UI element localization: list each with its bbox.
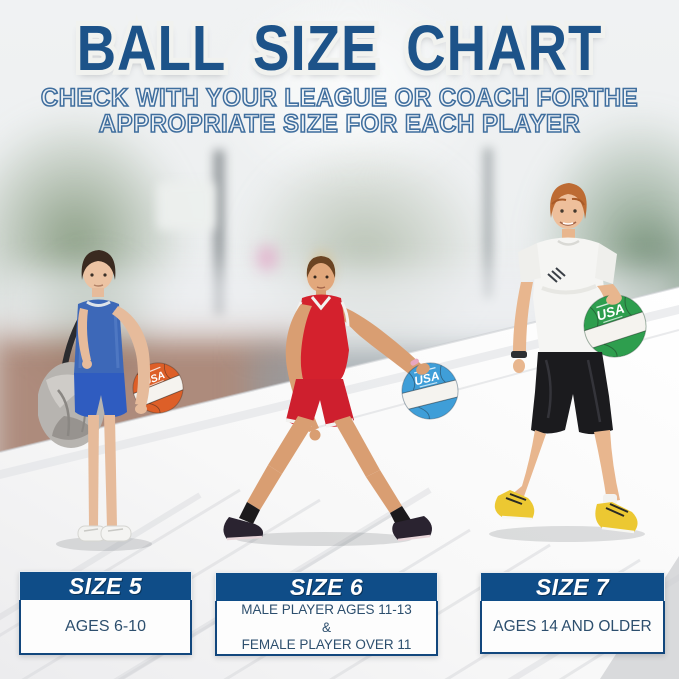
subtitle-line2: APPROPRIATE SIZE FOR EACH PLAYER [98,110,581,139]
size7-card-header: SIZE 7 [480,572,665,601]
player2-shadow [236,532,412,546]
player2-arm-extended [330,304,421,378]
player3-hair [550,183,587,219]
player2-shoe-left [223,517,264,539]
player3-shadow [489,526,645,542]
size7-description: AGES 14 AND OLDER [493,617,652,635]
size6-card: SIZE 6 MALE PLAYER AGES 11-13 & FEMALE P… [215,572,438,656]
player2-shoe-right [392,516,432,540]
player3-shoe-left [494,490,535,519]
player-figure-size5: USA [38,250,187,551]
player2-arm-down [285,304,319,432]
player3-shirt-logo [547,267,566,283]
player1-shadow [56,537,152,551]
player3-head [552,193,584,229]
player-figure-size6: USA [223,256,462,546]
size6-description-line3: FEMALE PLAYER OVER 11 [241,637,412,653]
basketball-size7: USA [582,294,650,359]
player3-arm-right [513,282,533,354]
player2-head [307,260,335,292]
player2-sock-left [239,502,260,524]
page-subtitle: CHECK WITH YOUR LEAGUE OR COACH FORTHE A… [0,83,679,139]
page-title: BALL SIZE CHART BALL SIZE CHART [0,8,679,90]
size5-card: SIZE 5 AGES 6-10 [19,571,192,655]
size7-card-body: AGES 14 AND OLDER [480,601,665,654]
player3-watch [511,351,527,358]
player2-wristband [410,358,419,366]
player1-hair [81,250,116,280]
distant-figure-pink-blur [256,245,278,271]
player2-jersey [295,294,349,381]
player2-hair [306,256,336,278]
size6-description-line2: & [321,619,331,635]
subtitle-line1: CHECK WITH YOUR LEAGUE OR COACH FORTHE [40,83,639,113]
player1-arm [112,306,151,406]
size6-description-line1: MALE PLAYER AGES 11-13 [241,602,412,618]
backboard-blur [157,182,215,230]
player-figure-size7: USA [489,183,650,542]
size5-description: AGES 6-10 [65,617,146,635]
page-title-outline: BALL SIZE CHART [72,8,606,90]
player3-sock [603,494,617,505]
player1-shorts [74,373,127,417]
size6-card-header: SIZE 6 [215,572,438,601]
size5-card-header: SIZE 5 [19,571,192,600]
player2-shorts [286,379,354,427]
size5-card-body: AGES 6-10 [19,600,192,655]
player1-shoes [77,525,132,542]
size7-card: SIZE 7 AGES 14 AND OLDER [480,572,665,654]
page-title-text: BALL SIZE CHART [76,13,603,85]
hoop-pole-blur [214,150,224,315]
far-pole-blur [484,148,492,298]
player3-shorts [531,352,613,435]
basketball-size5: USA [132,361,187,415]
player1-head [83,256,113,290]
basketball-size6: USA [400,362,462,421]
size6-card-body: MALE PLAYER AGES 11-13 & FEMALE PLAYER O… [215,601,438,656]
player3-shoe-right [595,502,638,532]
